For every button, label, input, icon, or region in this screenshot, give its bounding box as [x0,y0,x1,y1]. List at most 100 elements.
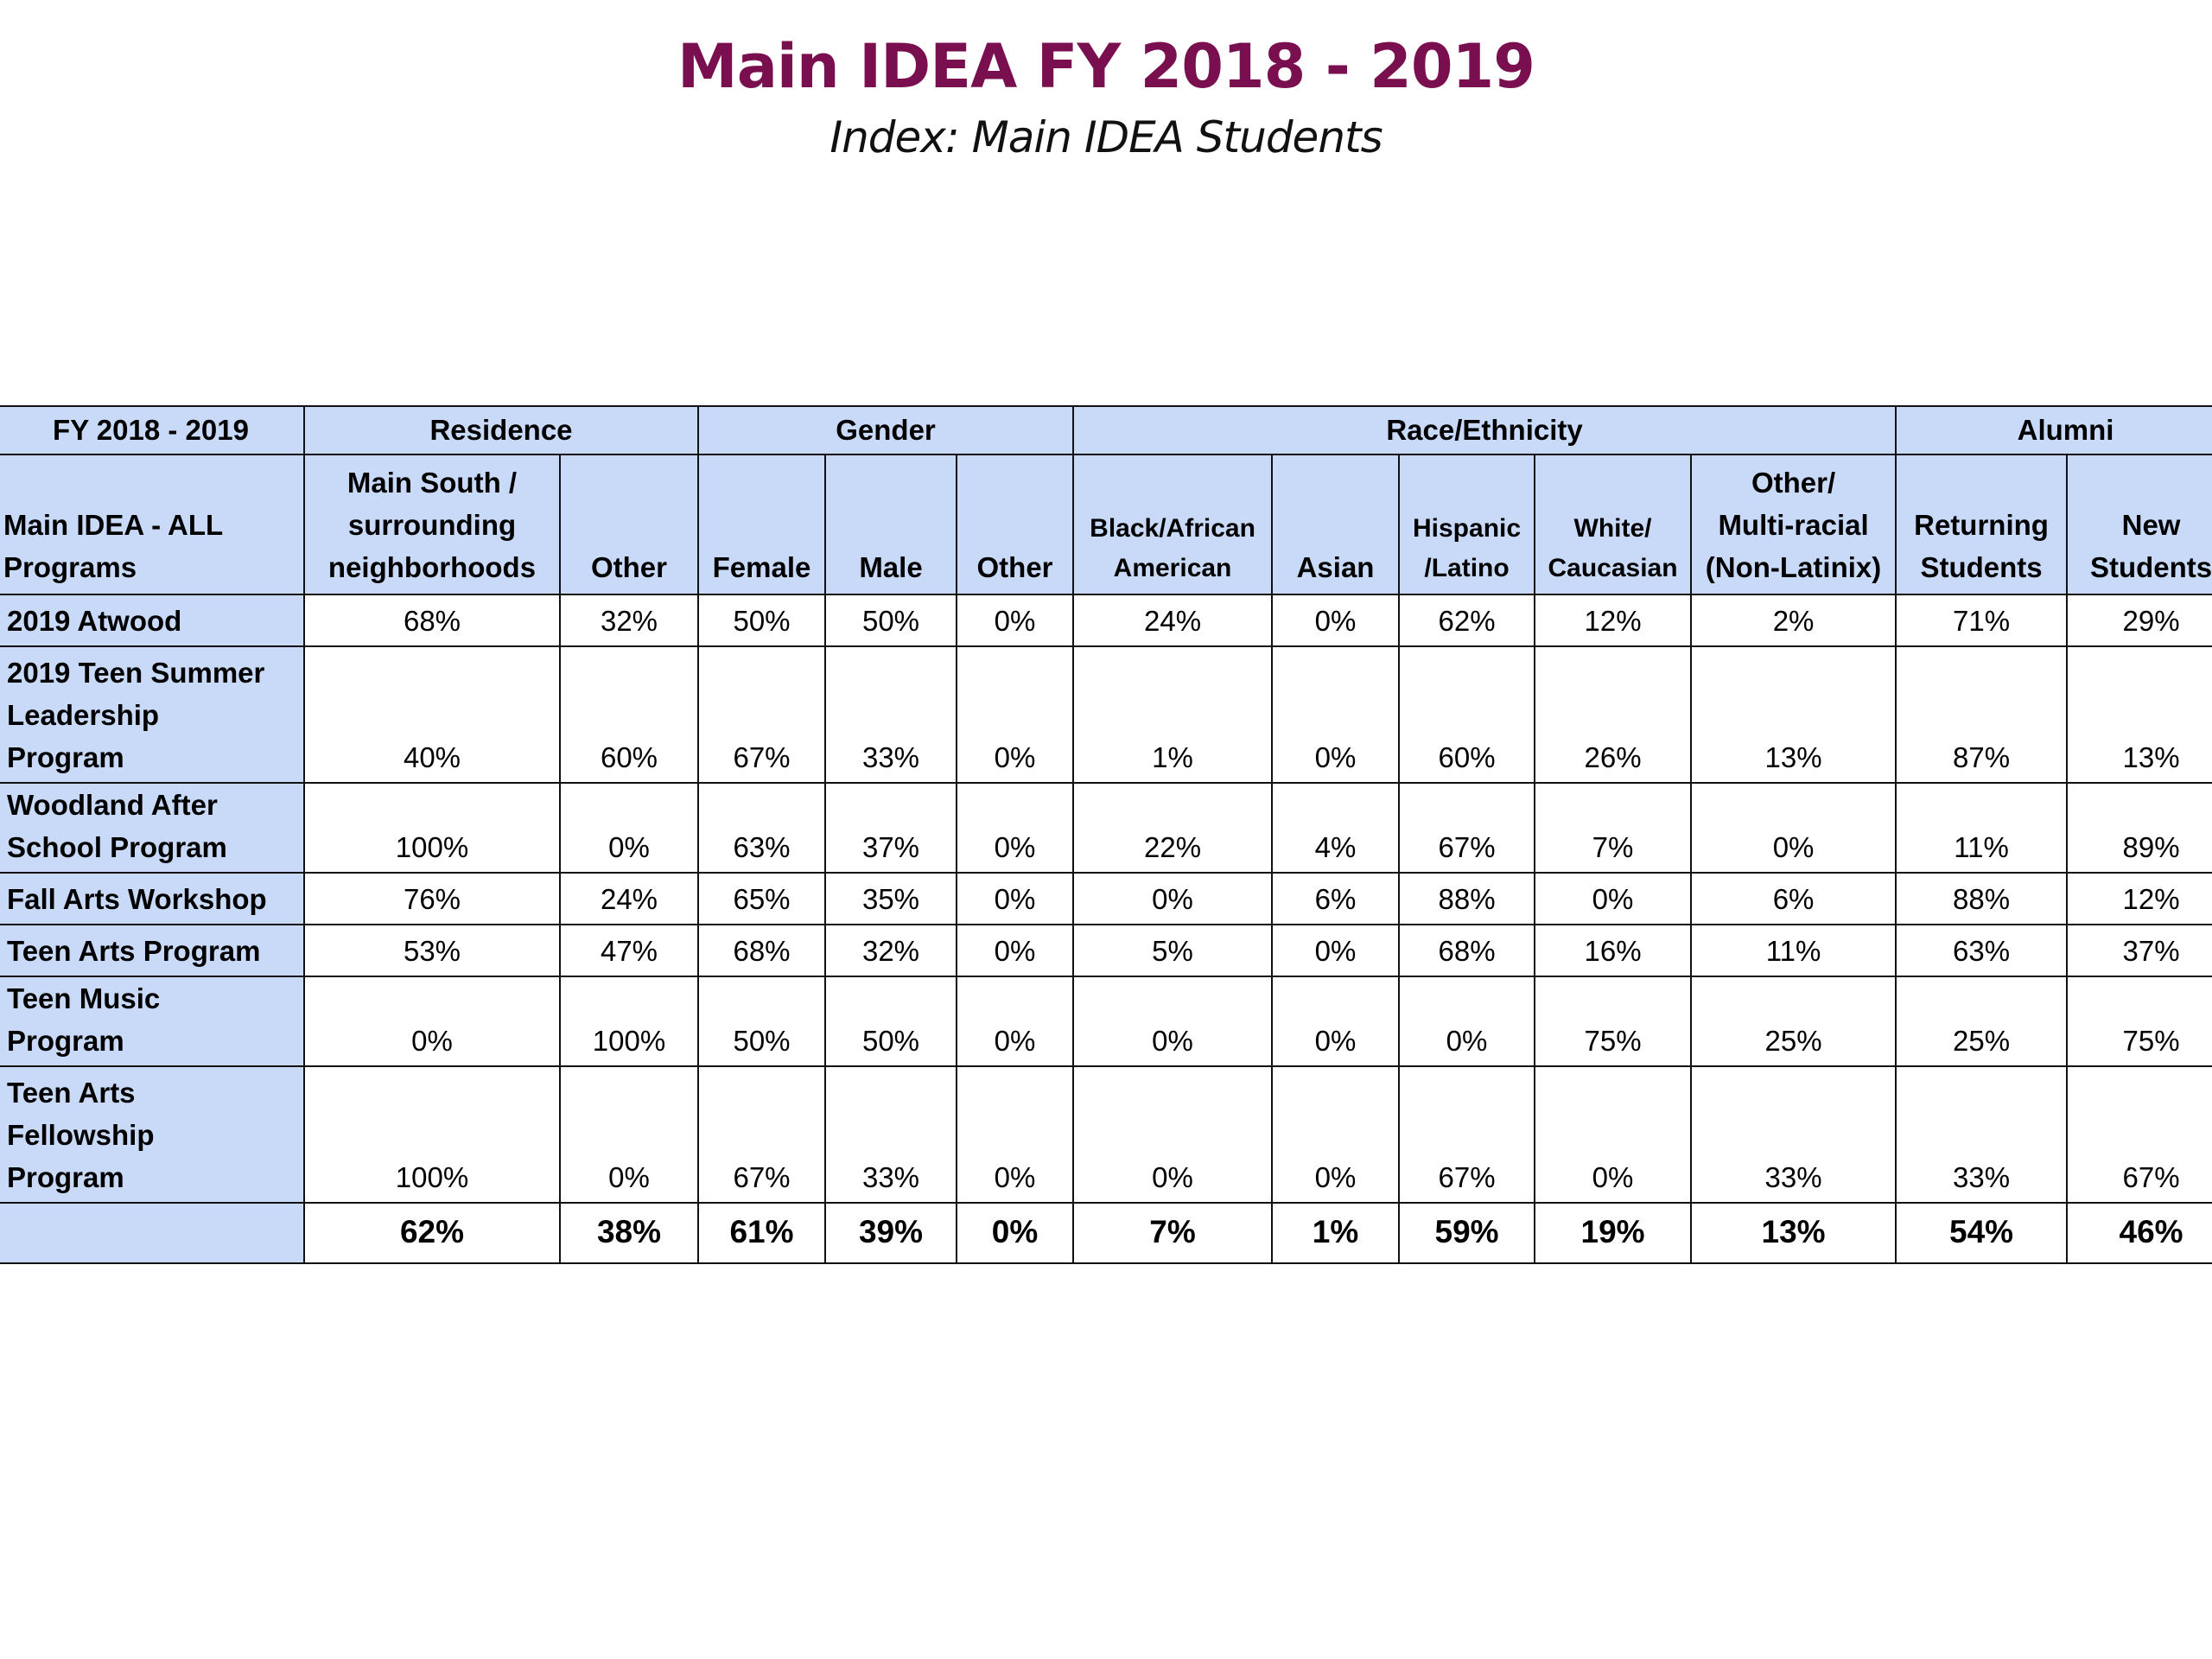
table-cell: 7% [1534,782,1693,874]
total-cell: 39% [824,1202,957,1264]
table-cell: 2% [1690,594,1897,647]
table-cell: 100% [559,976,699,1067]
table-cell: 88% [1398,872,1536,925]
col-hispanic: Hispanic/Latino [1398,454,1536,595]
row-label: Teen Arts Program [0,924,305,977]
table-row: Teen Arts Fellowship Program 100% 0% 67% 33% 0%… [0,1065,2212,1204]
table-cell: 67% [2066,1065,2212,1204]
table-cell: 22% [1072,782,1274,874]
table-cell: 25% [1690,976,1897,1067]
total-cell: 19% [1534,1202,1693,1264]
table-cell: 12% [1534,594,1693,647]
table-cell: 75% [2066,976,2212,1067]
table-cell: 0% [303,976,561,1067]
table-cell: 89% [2066,782,2212,874]
table-row: Fall Arts Workshop 76% 24% 65% 35% 0% 0% 6% 88% 0… [0,872,2212,925]
col-multi: Other/Multi-racial (Non-Latinix) [1690,454,1897,595]
table-cell: 0% [955,594,1075,647]
table-cell: 33% [1690,1065,1897,1204]
col-asian: Asian [1271,454,1401,595]
table-cell: 0% [955,924,1075,977]
table-cell: 67% [697,645,826,784]
col-gender-other: Other [955,454,1075,595]
column-header-row: Main IDEA - ALL Programs Main South / surr… [0,454,2212,595]
table-cell: 0% [1072,1065,1274,1204]
race-header: Race/Ethnicity [1072,405,1897,455]
gender-header: Gender [696,405,1075,455]
table-cell: 11% [1895,782,2069,874]
table-cell: 60% [1398,645,1536,784]
table-cell: 37% [2066,924,2212,977]
total-cell: 1% [1271,1202,1401,1264]
total-cell: 13% [1690,1202,1897,1264]
table-cell: 29% [2066,594,2212,647]
table-cell: 0% [1271,594,1401,647]
table-cell: 35% [824,872,957,925]
total-cell: 7% [1072,1202,1274,1264]
table-cell: 62% [1398,594,1536,647]
table-cell: 24% [559,872,699,925]
table-cell: 0% [1271,645,1401,784]
table-cell: 33% [824,645,957,784]
col-white: White/Caucasian [1534,454,1693,595]
col-female: Female [697,454,826,595]
table-cell: 0% [1534,872,1693,925]
table-cell: 100% [303,782,561,874]
table-cell: 68% [303,594,561,647]
table-cell: 1% [1072,645,1274,784]
table-cell: 0% [1271,924,1401,977]
totals-label [0,1202,305,1264]
table-cell: 4% [1271,782,1401,874]
table-row: 2019 Atwood 68% 32% 50% 50% 0% 24% 0% 62% 12% 2% 71… [0,594,2212,647]
table-cell: 26% [1534,645,1693,784]
table-cell: 0% [559,1065,699,1204]
table-cell: 13% [1690,645,1897,784]
table-cell: 63% [1895,924,2069,977]
total-cell: 61% [697,1202,826,1264]
table-cell: 0% [955,872,1075,925]
table-cell: 71% [1895,594,2069,647]
table-cell: 32% [824,924,957,977]
table-cell: 88% [1895,872,2069,925]
table-cell: 0% [955,782,1075,874]
table-row: Woodland After School Program 100% 0% 63% 37%… [0,782,2212,874]
table-cell: 37% [824,782,957,874]
col-new: New Students [2066,454,2212,595]
table-cell: 12% [2066,872,2212,925]
total-cell: 46% [2066,1202,2212,1264]
col-main-south: Main South / surrounding neighborhoods [303,454,561,595]
row-label: 2019 Atwood [0,594,305,647]
col-black: Black/African American [1072,454,1274,595]
table-cell: 67% [697,1065,826,1204]
table-cell: 16% [1534,924,1693,977]
col-male: Male [824,454,957,595]
col-residence-other: Other [559,454,699,595]
table-cell: 75% [1534,976,1693,1067]
table-cell: 0% [955,645,1075,784]
total-cell: 54% [1895,1202,2069,1264]
table-cell: 33% [1895,1065,2069,1204]
row-label: Teen Arts Fellowship Program [0,1065,305,1204]
total-cell: 62% [303,1202,561,1264]
table-cell: 25% [1895,976,2069,1067]
row-label: Woodland After School Program [0,782,305,874]
table-row: Teen Music Program 0% 100% 50% 50% 0% 0% 0% 0% 75%… [0,976,2212,1067]
table-cell: 0% [1271,1065,1401,1204]
alumni-header: Alumni [1895,405,2212,455]
demographics-table: FY 2018 - 2019 Residence Gender Race/Eth… [0,405,2212,1264]
col-returning: Returning Students [1895,454,2069,595]
table-cell: 50% [824,594,957,647]
table-cell: 67% [1398,782,1536,874]
col-program: Main IDEA - ALL Programs [0,454,305,595]
total-cell: 0% [955,1202,1075,1264]
table-cell: 50% [697,594,826,647]
table-cell: 87% [1895,645,2069,784]
table-cell: 0% [1398,976,1536,1067]
table-cell: 68% [1398,924,1536,977]
table-cell: 63% [697,782,826,874]
table-cell: 100% [303,1065,561,1204]
totals-row: 62% 38% 61% 39% 0% 7% 1% 59% 19% 13% 54% 46% [0,1202,2212,1264]
table-cell: 33% [824,1065,957,1204]
table-cell: 0% [1690,782,1897,874]
row-label: Teen Music Program [0,976,305,1067]
